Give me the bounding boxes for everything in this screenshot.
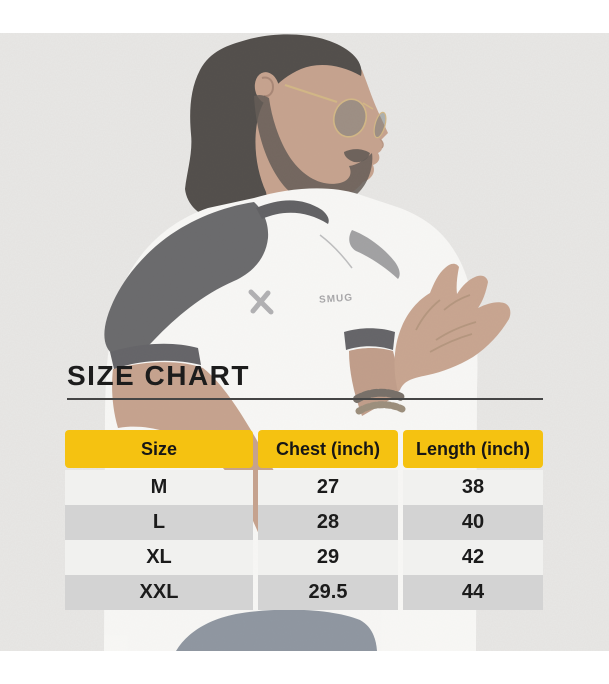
model-hair [185,34,362,238]
title-underline [67,398,543,400]
cell-length: 38 [403,470,543,505]
shirt-brand-text: SMUG [319,292,354,305]
cell-size: M [65,470,253,505]
table-header-row: Size Chest (inch) Length (inch) [65,430,543,468]
size-chart-table: Size Chest (inch) Length (inch) M 27 38 … [65,430,543,610]
cell-chest: 27 [258,470,398,505]
photo-background: SMUG [0,33,609,651]
hands [394,263,511,392]
cell-length: 42 [403,540,543,575]
bracelet [353,388,406,415]
cell-chest: 29 [258,540,398,575]
cell-size: XXL [65,575,253,610]
column-header-size: Size [65,430,253,468]
table-row: M 27 38 [65,470,543,505]
column-header-length: Length (inch) [403,430,543,468]
cell-chest: 28 [258,505,398,540]
cell-length: 44 [403,575,543,610]
cell-size: L [65,505,253,540]
model-mustache [344,149,370,163]
sunglasses [284,83,387,139]
jeans [176,609,377,651]
table-row: XL 29 42 [65,540,543,575]
ear-inner-line [261,76,275,98]
right-shoulder-seam [319,234,353,269]
left-forearm [112,362,304,586]
collar [256,200,329,224]
nose-shadow-line [379,138,384,149]
sleeve-cuff-left [110,343,201,369]
sleeve-cuff-right [344,328,395,350]
model-beard [254,94,373,207]
cell-size: XL [65,540,253,575]
table-row: XXL 29.5 44 [65,575,543,610]
brand-x-logo [248,289,274,315]
column-header-chest: Chest (inch) [258,430,398,468]
table-row: L 28 40 [65,505,543,540]
page-title: SIZE CHART [67,360,250,391]
cell-chest: 29.5 [258,575,398,610]
cell-length: 40 [403,505,543,540]
shoulder-panel-right [349,230,400,279]
hand-finger-lines [415,294,477,353]
shoulder-panel-left [104,202,269,358]
